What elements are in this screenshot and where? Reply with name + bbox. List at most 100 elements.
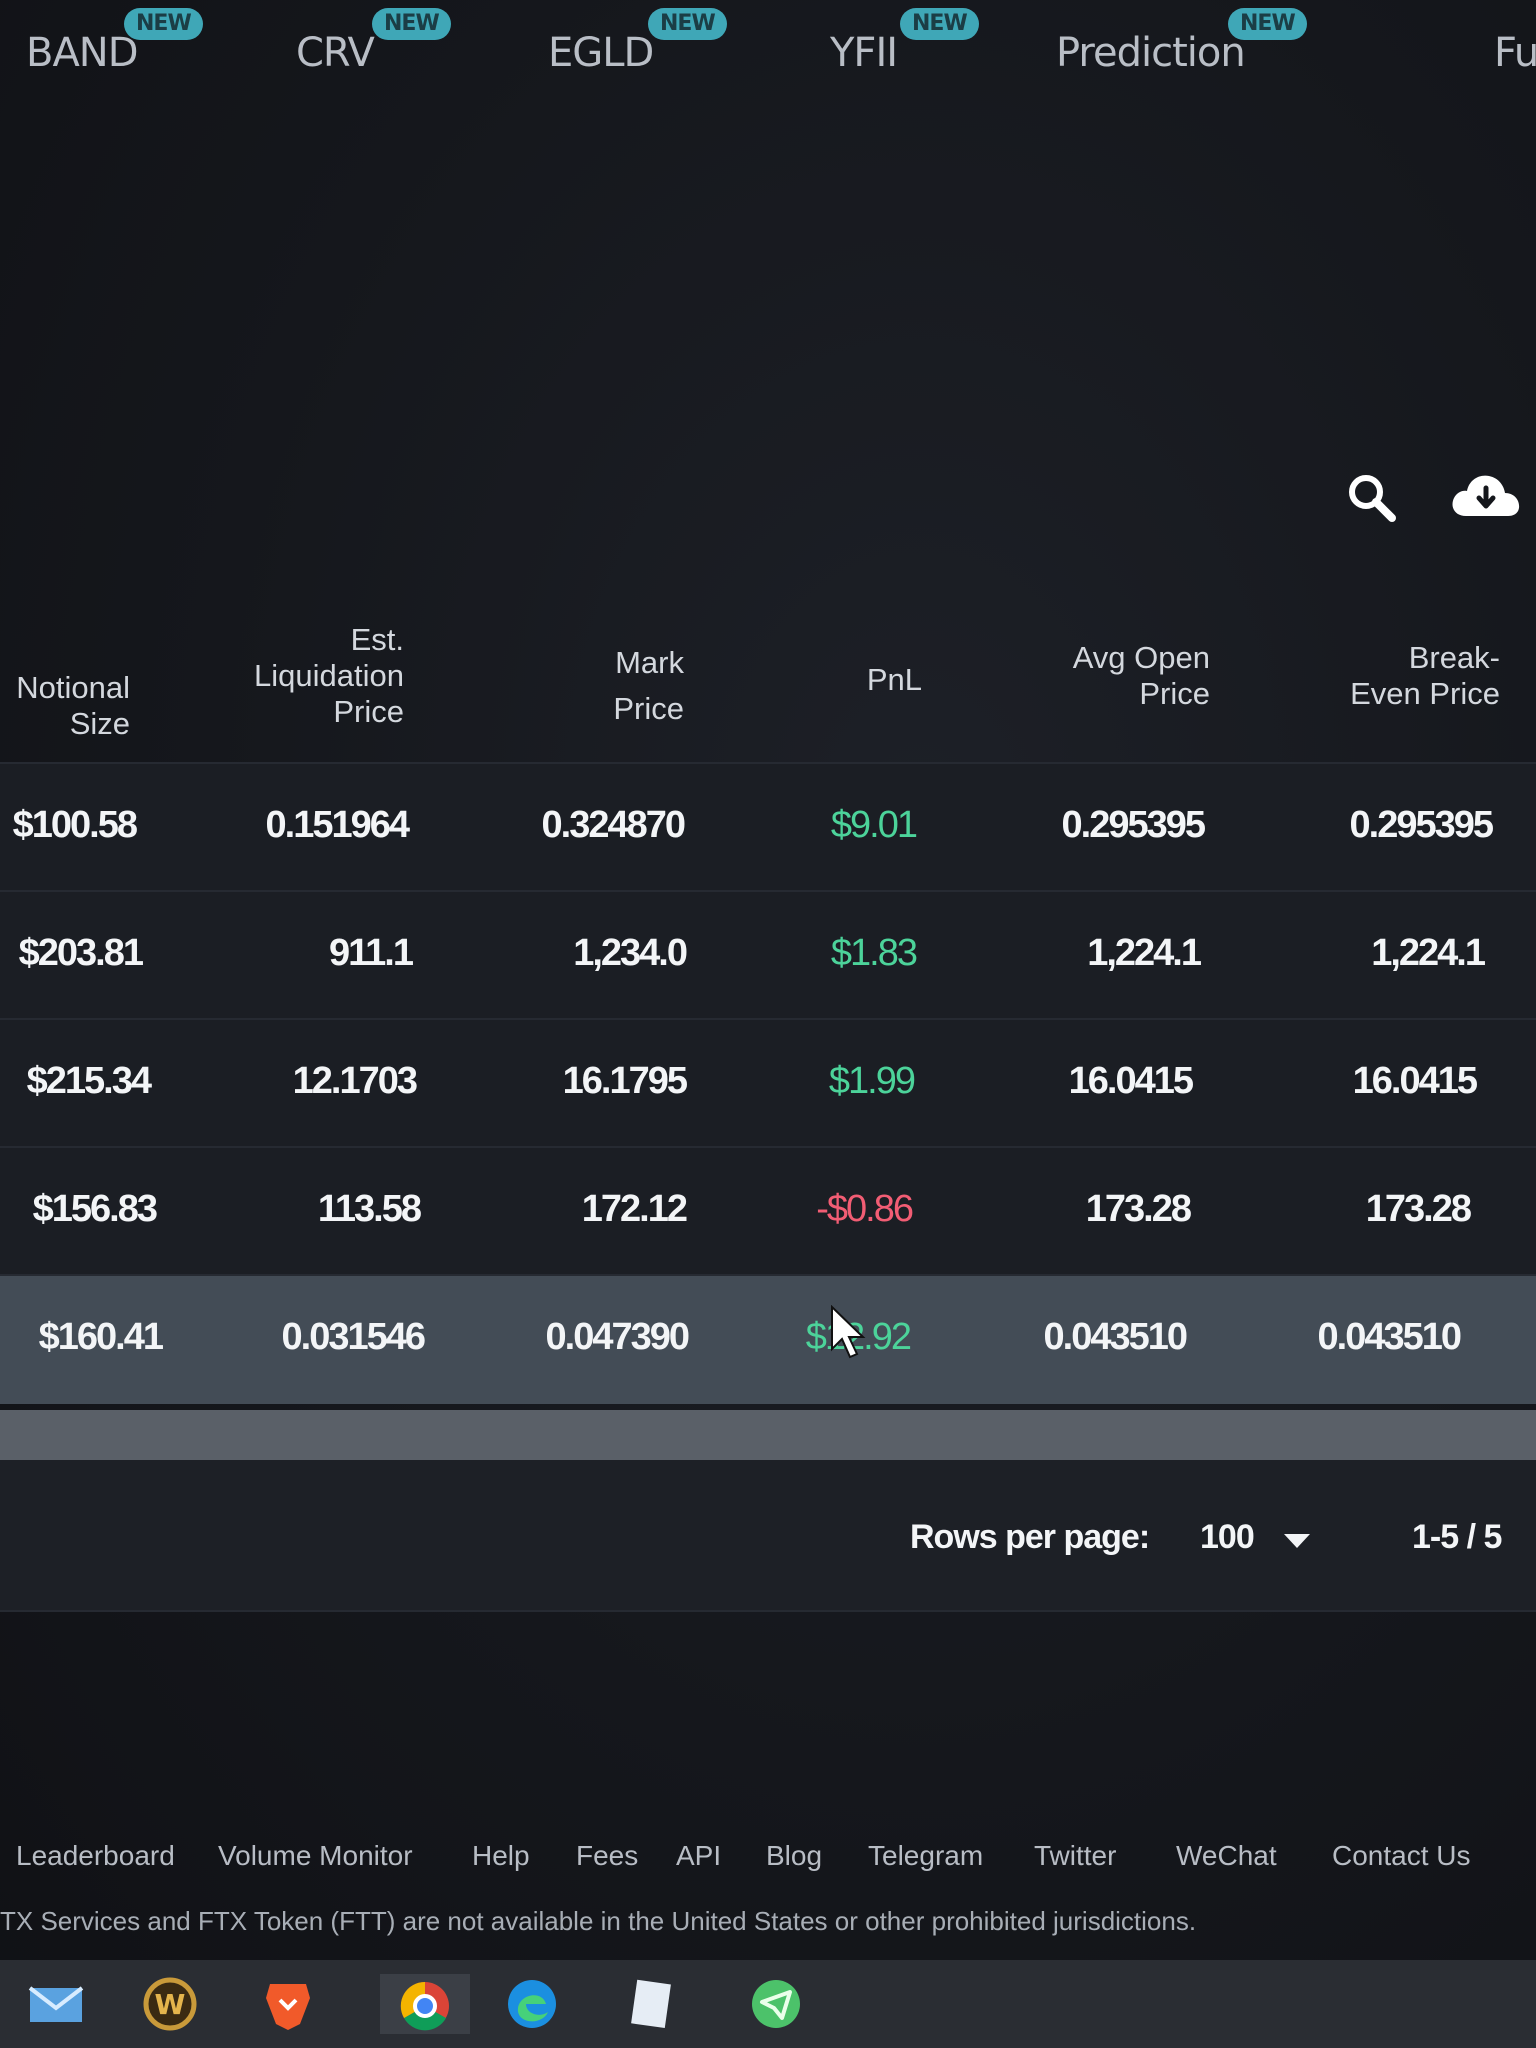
cell-pnl: $1.83	[830, 932, 918, 974]
footer-links: Leaderboard Volume Monitor Help Fees API…	[0, 1840, 1536, 1890]
cell-liquidation-price: 12.1703	[292, 1060, 418, 1102]
search-icon[interactable]	[1344, 470, 1400, 530]
table-row[interactable]: $156.83 113.58 172.12 -$0.86 173.28 173.…	[0, 1146, 1536, 1276]
telegram-icon[interactable]	[746, 1974, 806, 2034]
header-line: Notional	[16, 670, 130, 705]
new-badge: NEW	[648, 8, 727, 40]
table-row[interactable]: $203.81 911.1 1,234.0 $1.83 1,224.1 1,22…	[0, 890, 1536, 1020]
notes-icon[interactable]	[622, 1974, 682, 2034]
rows-per-page-value: 100	[1200, 1518, 1255, 1556]
header-avg-open-price[interactable]: Avg Open Price	[1073, 640, 1210, 712]
header-line: Size	[69, 706, 130, 741]
cell-avg-open-price: 173.28	[1085, 1188, 1192, 1230]
footer-link-blog[interactable]: Blog	[766, 1840, 823, 1871]
header-line: Break-	[1408, 640, 1500, 675]
nav-label: Fu	[1494, 30, 1536, 76]
header-pnl[interactable]: PnL	[867, 662, 922, 698]
nav-item-prediction[interactable]: Prediction NEW	[1056, 8, 1307, 76]
cell-mark-price: 172.12	[581, 1188, 688, 1230]
top-nav: BAND NEW CRV NEW EGLD NEW YFII NEW Predi…	[0, 0, 1536, 110]
nav-label: CRV	[296, 30, 375, 76]
new-badge: NEW	[1228, 8, 1307, 40]
footer-link-contact-us[interactable]: Contact Us	[1332, 1840, 1471, 1871]
chevron-down-icon	[1284, 1534, 1310, 1554]
header-est-liquidation-price[interactable]: Est. Liquidation Price	[254, 622, 404, 730]
header-line: Price	[333, 694, 404, 729]
svg-text:W: W	[155, 1988, 186, 2021]
cell-pnl: $1.99	[828, 1060, 916, 1102]
cloud-download-icon[interactable]	[1448, 466, 1524, 530]
cell-notional-size: $156.83	[32, 1188, 158, 1230]
os-taskbar: W	[0, 1960, 1536, 2048]
edge-icon[interactable]	[502, 1974, 562, 2034]
table-row-selected[interactable]: $160.41 0.031546 0.047390 $12.92 0.04351…	[0, 1274, 1536, 1404]
cell-break-even-price: 0.043510	[1317, 1316, 1462, 1358]
new-badge: NEW	[372, 8, 451, 40]
nav-label: EGLD	[548, 30, 654, 76]
brave-browser-icon[interactable]	[258, 1974, 318, 2034]
header-line: Price	[613, 691, 684, 726]
header-line: Liquidation	[254, 658, 404, 693]
table-row[interactable]: $100.58 0.151964 0.324870 $9.01 0.295395…	[0, 762, 1536, 892]
nav-item-crv[interactable]: CRV NEW	[296, 8, 451, 76]
cell-avg-open-price: 1,224.1	[1087, 932, 1202, 974]
cell-break-even-price: 173.28	[1365, 1188, 1472, 1230]
new-badge: NEW	[124, 8, 203, 40]
cell-notional-size: $215.34	[26, 1060, 152, 1102]
cell-mark-price: 0.324870	[541, 804, 686, 846]
cell-notional-size: $100.58	[12, 804, 138, 846]
page-range: 1-5 / 5	[1412, 1518, 1502, 1556]
cell-notional-size: $203.81	[18, 932, 144, 974]
cell-avg-open-price: 0.295395	[1061, 804, 1206, 846]
cell-mark-price: 16.1795	[562, 1060, 688, 1102]
header-break-even-price[interactable]: Break- Even Price	[1350, 640, 1500, 712]
new-badge: NEW	[900, 8, 979, 40]
horizontal-scrollbar[interactable]	[0, 1410, 1536, 1460]
nav-item-band[interactable]: BAND NEW	[26, 8, 203, 76]
cell-pnl: $9.01	[830, 804, 918, 846]
nav-label: Prediction	[1056, 30, 1246, 76]
rows-per-page-label: Rows per page:	[910, 1518, 1150, 1556]
mail-icon[interactable]	[26, 1974, 86, 2034]
footer-link-help[interactable]: Help	[472, 1840, 530, 1871]
header-line: Est.	[350, 622, 404, 657]
table-header: Notional Size Est. Liquidation Price Mar…	[0, 610, 1536, 762]
footer-disclaimer: TX Services and FTX Token (FTT) are not …	[0, 1906, 1197, 1936]
cell-liquidation-price: 113.58	[317, 1188, 422, 1230]
header-line: PnL	[866, 662, 922, 697]
cell-avg-open-price: 0.043510	[1043, 1316, 1188, 1358]
cell-pnl: -$0.86	[816, 1188, 914, 1230]
rows-per-page-select[interactable]: 100	[1200, 1512, 1320, 1562]
cell-liquidation-price: 0.031546	[281, 1316, 426, 1358]
mouse-cursor-icon	[830, 1304, 870, 1367]
footer-link-wechat[interactable]: WeChat	[1176, 1840, 1277, 1871]
footer-link-telegram[interactable]: Telegram	[868, 1840, 984, 1871]
nav-label: BAND	[26, 30, 139, 76]
cell-break-even-price: 16.0415	[1352, 1060, 1478, 1102]
chrome-icon[interactable]	[380, 1974, 470, 2048]
nav-item-egld[interactable]: EGLD NEW	[548, 8, 727, 76]
nav-item-futures[interactable]: Fu	[1494, 30, 1536, 76]
header-line: Avg Open	[1072, 640, 1210, 675]
cell-break-even-price: 0.295395	[1349, 804, 1494, 846]
nav-label: YFII	[830, 30, 898, 76]
cell-mark-price: 1,234.0	[573, 932, 688, 974]
header-line: Price	[1139, 676, 1210, 711]
footer-link-fees[interactable]: Fees	[576, 1840, 639, 1871]
nav-item-yfii[interactable]: YFII NEW	[830, 8, 979, 76]
header-line: Even Price	[1350, 676, 1500, 711]
cell-break-even-price: 1,224.1	[1371, 932, 1486, 974]
footer-link-volume-monitor[interactable]: Volume Monitor	[218, 1840, 413, 1871]
footer-link-twitter[interactable]: Twitter	[1034, 1840, 1117, 1871]
cell-liquidation-price: 911.1	[329, 932, 414, 974]
table-pagination: Rows per page: 100 1-5 / 5	[0, 1460, 1536, 1612]
header-line: Mark	[615, 645, 684, 680]
cell-mark-price: 0.047390	[545, 1316, 690, 1358]
table-row[interactable]: $215.34 12.1703 16.1795 $1.99 16.0415 16…	[0, 1018, 1536, 1148]
world-of-warcraft-icon[interactable]: W	[140, 1974, 200, 2034]
header-notional-size[interactable]: Notional Size	[16, 670, 130, 742]
cell-liquidation-price: 0.151964	[265, 804, 410, 846]
footer-link-leaderboard[interactable]: Leaderboard	[16, 1840, 175, 1871]
footer-link-api[interactable]: API	[676, 1840, 722, 1871]
header-mark-price[interactable]: Mark Price	[613, 640, 684, 732]
